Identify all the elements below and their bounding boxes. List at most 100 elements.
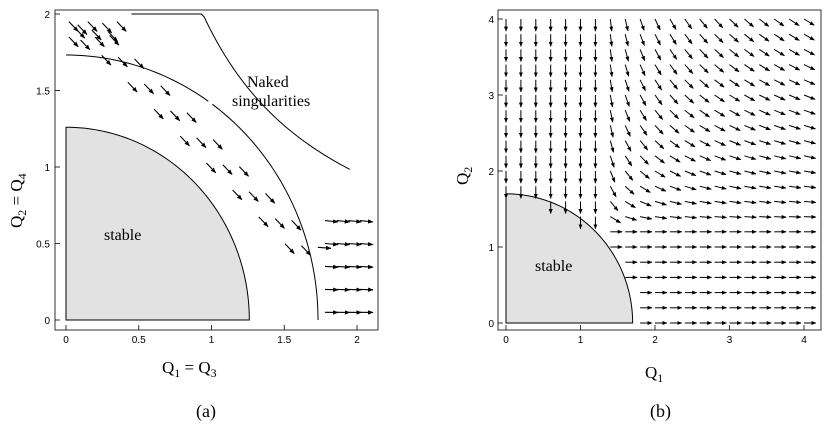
vector-arrow <box>640 171 649 179</box>
vector-arrow <box>774 156 786 159</box>
vector-arrow <box>655 125 663 134</box>
vector-arrow <box>730 80 740 87</box>
vector-arrow <box>730 156 741 160</box>
vector-arrow <box>804 156 816 159</box>
vector-arrow <box>759 65 769 71</box>
vector-arrow <box>804 110 815 114</box>
vector-arrow <box>610 80 612 92</box>
vector-arrow <box>655 49 661 60</box>
vector-arrow <box>789 156 801 159</box>
vector-arrow <box>610 217 620 223</box>
panel-a-ylabel: Q2 = Q4 <box>7 173 29 228</box>
y-tick-label: 0 <box>44 316 50 327</box>
vector-arrow <box>625 141 631 152</box>
vector-arrow <box>730 95 740 101</box>
vector-arrow <box>700 110 710 117</box>
vector-arrow <box>610 171 615 182</box>
vector-arrow <box>774 217 786 218</box>
vector-arrow <box>685 156 696 161</box>
vector-arrow <box>685 65 693 74</box>
vector-arrow <box>233 190 242 200</box>
panel-a-stable-region <box>66 127 249 320</box>
vector-arrow <box>670 156 680 162</box>
vector-arrow <box>730 34 739 42</box>
vector-arrow <box>292 220 301 230</box>
vector-arrow <box>670 171 681 176</box>
vector-arrow <box>759 95 770 100</box>
vector-arrow <box>730 49 739 57</box>
vector-arrow <box>744 141 755 145</box>
vector-arrow <box>102 55 111 65</box>
vector-arrow <box>625 110 630 121</box>
vector-arrow <box>804 141 816 144</box>
x-tick-label: 2 <box>354 335 360 346</box>
vector-arrow <box>700 217 712 218</box>
vector-arrow <box>774 95 785 100</box>
y-tick-label: 4 <box>488 15 494 26</box>
vector-arrow <box>715 125 726 131</box>
vector-arrow <box>325 221 338 222</box>
vector-arrow <box>759 171 771 174</box>
vector-arrow <box>110 35 119 45</box>
vector-arrow <box>239 167 248 177</box>
y-tick-label: 2 <box>488 167 494 178</box>
vector-arrow <box>759 186 771 188</box>
vector-arrow <box>774 65 784 71</box>
vector-arrow <box>610 110 612 122</box>
vector-arrow <box>88 22 97 32</box>
vector-arrow <box>685 186 696 189</box>
vector-arrow <box>685 141 695 147</box>
vector-arrow <box>804 171 816 173</box>
vector-arrow <box>715 34 724 42</box>
vector-arrow <box>730 171 742 174</box>
vector-arrow <box>804 125 815 128</box>
vector-arrow <box>685 80 693 89</box>
vector-arrow <box>670 201 682 204</box>
vector-arrow <box>610 19 611 31</box>
vector-arrow <box>685 201 697 203</box>
vector-arrow <box>759 141 770 145</box>
vector-arrow <box>730 186 742 188</box>
vector-arrow <box>670 217 682 218</box>
vector-arrow <box>685 95 694 103</box>
y-tick-label: 1.5 <box>36 87 50 98</box>
vector-arrow <box>700 65 709 73</box>
vector-arrow <box>670 110 679 118</box>
vector-arrow <box>670 80 678 89</box>
vector-arrow <box>730 141 741 146</box>
vector-arrow <box>625 201 635 207</box>
vector-arrow <box>774 49 784 55</box>
vector-arrow <box>804 201 816 202</box>
vector-arrow <box>730 217 742 218</box>
vector-arrow <box>774 125 785 129</box>
vector-arrow <box>625 95 629 106</box>
vector-arrow <box>275 219 284 229</box>
vector-arrow <box>170 111 179 121</box>
vector-arrow <box>337 266 350 267</box>
vector-arrow <box>610 95 612 107</box>
vector-arrow <box>625 19 628 31</box>
vector-arrow <box>337 244 350 245</box>
panel-a-upper-boundary-curve <box>131 14 349 169</box>
vector-arrow <box>744 19 753 27</box>
vector-arrow <box>625 65 628 77</box>
vector-arrow <box>348 266 361 267</box>
vector-arrow <box>715 19 723 28</box>
x-tick-label: 4 <box>801 335 807 346</box>
vector-arrow <box>804 186 816 188</box>
vector-arrow <box>285 244 294 254</box>
vector-arrow <box>730 65 740 72</box>
vector-arrow <box>744 65 754 72</box>
vector-arrow <box>625 125 630 136</box>
vector-arrow <box>685 34 692 44</box>
vector-arrow <box>715 186 727 189</box>
vector-arrow <box>655 201 666 204</box>
vector-arrow <box>670 141 680 148</box>
vector-arrow <box>318 247 331 248</box>
vector-arrow <box>325 244 338 245</box>
vector-arrow <box>325 266 338 267</box>
vector-arrow <box>128 82 137 92</box>
vector-arrow <box>774 110 785 115</box>
